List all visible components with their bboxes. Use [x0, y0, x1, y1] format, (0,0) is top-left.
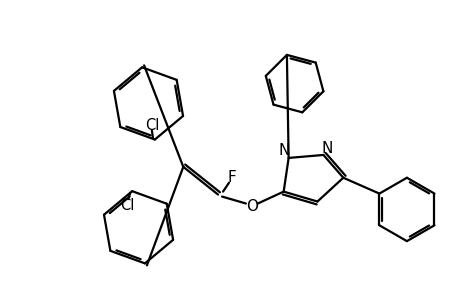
Text: Cl: Cl: [120, 197, 134, 212]
Text: Cl: Cl: [145, 118, 159, 133]
Text: F: F: [227, 170, 236, 185]
Text: N: N: [321, 140, 332, 155]
Text: N: N: [278, 143, 290, 158]
Text: O: O: [245, 199, 257, 214]
